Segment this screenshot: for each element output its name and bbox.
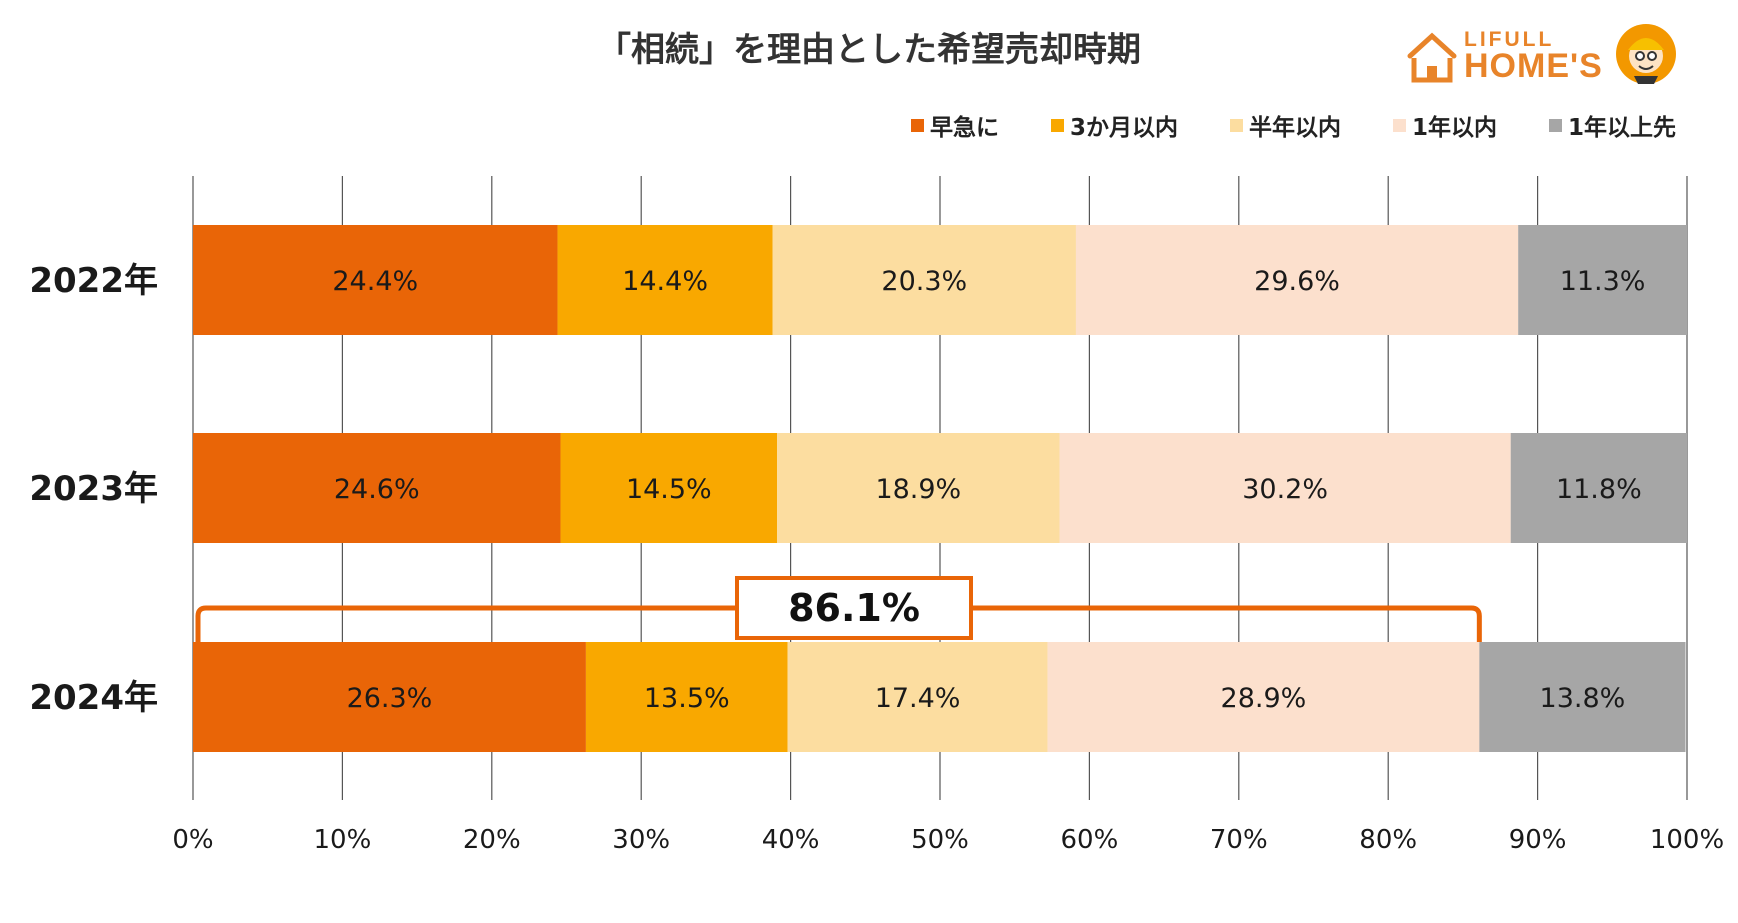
x-tick-label: 0% xyxy=(172,825,213,855)
x-tick-label: 50% xyxy=(911,825,969,855)
bar-segment xyxy=(777,433,1060,543)
data-label: 28.9% xyxy=(1221,683,1307,714)
bar-segment xyxy=(193,642,586,752)
logo-text-small: LIFULL xyxy=(1464,28,1555,51)
data-label: 26.3% xyxy=(347,683,433,714)
chart-title: 「相続」を理由とした希望売却時期 xyxy=(597,30,1141,70)
bar-segment xyxy=(585,642,788,752)
x-tick-label: 30% xyxy=(612,825,670,855)
bar-segment xyxy=(1510,433,1687,543)
x-tick-label: 10% xyxy=(314,825,372,855)
chart-legend: 早急に 3か月以内 半年以内 1年以内 1年以上先 xyxy=(910,108,1676,142)
data-label: 11.3% xyxy=(1560,266,1646,297)
data-label: 30.2% xyxy=(1242,474,1328,505)
data-label: 11.8% xyxy=(1556,474,1642,505)
legend-swatch xyxy=(1050,118,1064,132)
category-label: 2024年 xyxy=(29,678,158,718)
legend-swatch xyxy=(1392,118,1406,132)
x-tick-label: 40% xyxy=(762,825,820,855)
bar-segment xyxy=(1075,225,1519,335)
x-tick-label: 90% xyxy=(1509,825,1567,855)
bar-segment xyxy=(1518,225,1687,335)
lifull-homes-logo: LIFULL HOME'S xyxy=(1402,22,1682,92)
legend-item: 1年以上先 xyxy=(1548,108,1676,142)
legend-item: 半年以内 xyxy=(1229,108,1341,142)
x-tick-label: 70% xyxy=(1210,825,1268,855)
data-label: 17.4% xyxy=(875,683,961,714)
bar-segment xyxy=(787,642,1048,752)
bar-segment xyxy=(772,225,1076,335)
bar-segment xyxy=(557,225,773,335)
data-label: 20.3% xyxy=(881,266,967,297)
bar-segment xyxy=(1059,433,1511,543)
data-label: 13.8% xyxy=(1540,683,1626,714)
data-label: 18.9% xyxy=(875,474,961,505)
mascot-icon xyxy=(1616,24,1676,84)
legend-swatch xyxy=(1548,118,1562,132)
legend-swatch xyxy=(910,118,924,132)
house-icon xyxy=(1407,32,1457,83)
category-label: 2022年 xyxy=(29,261,158,301)
x-tick-label: 60% xyxy=(1061,825,1119,855)
legend-label: 3か月以内 xyxy=(1069,115,1178,141)
bar-segment xyxy=(560,433,778,543)
data-label: 24.4% xyxy=(332,266,418,297)
legend-item: 3か月以内 xyxy=(1050,108,1178,142)
bar-segment xyxy=(193,433,561,543)
legend-label: 1年以上先 xyxy=(1567,115,1676,141)
category-label: 2023年 xyxy=(29,469,158,509)
data-label: 14.4% xyxy=(622,266,708,297)
legend-item: 1年以内 xyxy=(1392,108,1497,142)
legend-swatch xyxy=(1229,118,1243,132)
x-tick-label: 20% xyxy=(463,825,521,855)
legend-label: 早急に xyxy=(929,115,999,141)
bar-segment xyxy=(1047,642,1480,752)
logo-text-big: HOME'S xyxy=(1464,47,1603,85)
data-label: 24.6% xyxy=(334,474,420,505)
x-tick-label: 80% xyxy=(1359,825,1417,855)
data-label: 14.5% xyxy=(626,474,712,505)
bar-segment xyxy=(1479,642,1686,752)
annotation-value: 86.1% xyxy=(788,586,920,630)
data-label: 13.5% xyxy=(644,683,730,714)
legend-item: 早急に xyxy=(910,108,999,142)
data-label: 29.6% xyxy=(1254,266,1340,297)
x-tick-label: 100% xyxy=(1650,825,1724,855)
legend-label: 1年以内 xyxy=(1411,115,1497,141)
legend-label: 半年以内 xyxy=(1248,115,1341,141)
bar-segment xyxy=(193,225,558,335)
annotation-box xyxy=(735,576,973,640)
